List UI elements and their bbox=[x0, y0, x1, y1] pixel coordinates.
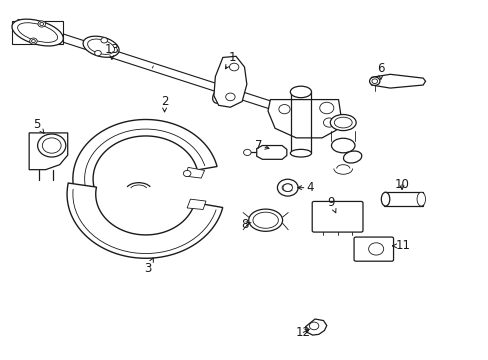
Circle shape bbox=[283, 184, 292, 192]
Polygon shape bbox=[185, 167, 204, 178]
Ellipse shape bbox=[225, 62, 238, 76]
Ellipse shape bbox=[343, 151, 361, 163]
Polygon shape bbox=[256, 145, 286, 159]
Text: 8: 8 bbox=[240, 217, 250, 230]
Circle shape bbox=[215, 93, 223, 99]
Circle shape bbox=[225, 93, 235, 101]
Ellipse shape bbox=[212, 89, 225, 103]
Ellipse shape bbox=[371, 79, 377, 84]
Text: 2: 2 bbox=[161, 95, 168, 112]
Circle shape bbox=[309, 322, 318, 330]
FancyBboxPatch shape bbox=[353, 237, 393, 261]
Circle shape bbox=[42, 138, 61, 153]
Text: 11: 11 bbox=[392, 239, 410, 252]
Ellipse shape bbox=[369, 77, 379, 85]
Text: 12: 12 bbox=[295, 326, 310, 339]
Ellipse shape bbox=[219, 78, 232, 86]
Text: 7: 7 bbox=[254, 139, 268, 152]
Polygon shape bbox=[371, 74, 425, 88]
Text: 9: 9 bbox=[327, 197, 335, 213]
Ellipse shape bbox=[248, 209, 282, 231]
Ellipse shape bbox=[290, 86, 311, 98]
Ellipse shape bbox=[331, 138, 354, 153]
Circle shape bbox=[319, 102, 333, 114]
Ellipse shape bbox=[12, 19, 63, 46]
Circle shape bbox=[323, 118, 334, 127]
Polygon shape bbox=[267, 100, 340, 138]
Circle shape bbox=[278, 104, 289, 114]
Polygon shape bbox=[214, 56, 246, 107]
Text: 3: 3 bbox=[144, 258, 153, 275]
Text: 4: 4 bbox=[297, 181, 313, 194]
Ellipse shape bbox=[381, 192, 389, 206]
Polygon shape bbox=[73, 120, 217, 191]
Ellipse shape bbox=[290, 149, 311, 157]
Circle shape bbox=[101, 38, 107, 43]
Text: 10: 10 bbox=[394, 178, 408, 191]
Circle shape bbox=[229, 63, 238, 71]
Circle shape bbox=[38, 21, 45, 27]
Ellipse shape bbox=[87, 39, 114, 54]
Text: 6: 6 bbox=[376, 62, 384, 79]
Polygon shape bbox=[187, 199, 205, 210]
Circle shape bbox=[40, 22, 43, 26]
Text: 13: 13 bbox=[104, 42, 119, 59]
Polygon shape bbox=[12, 21, 63, 44]
Circle shape bbox=[183, 170, 190, 176]
Ellipse shape bbox=[334, 117, 351, 128]
Text: 1: 1 bbox=[225, 51, 236, 69]
Polygon shape bbox=[29, 133, 67, 170]
Circle shape bbox=[95, 50, 101, 56]
Circle shape bbox=[32, 40, 35, 42]
Circle shape bbox=[228, 66, 236, 72]
FancyBboxPatch shape bbox=[311, 202, 362, 232]
Polygon shape bbox=[383, 192, 422, 206]
Polygon shape bbox=[67, 183, 223, 258]
Ellipse shape bbox=[83, 36, 119, 57]
Ellipse shape bbox=[329, 114, 355, 131]
Circle shape bbox=[368, 243, 383, 255]
Polygon shape bbox=[305, 319, 326, 335]
Ellipse shape bbox=[416, 192, 425, 206]
Circle shape bbox=[38, 134, 66, 157]
Circle shape bbox=[243, 149, 250, 156]
Circle shape bbox=[277, 179, 298, 196]
Ellipse shape bbox=[18, 23, 58, 42]
Text: 5: 5 bbox=[33, 118, 44, 133]
Polygon shape bbox=[15, 19, 290, 114]
Circle shape bbox=[30, 38, 37, 44]
